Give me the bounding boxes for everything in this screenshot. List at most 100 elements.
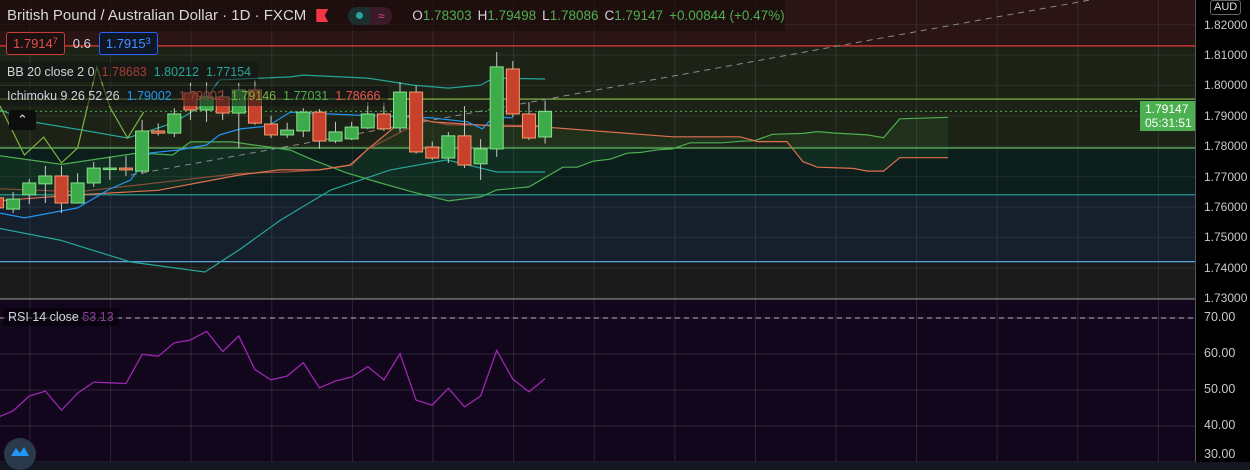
bb-basis-value: 1.78683 (101, 65, 147, 79)
candle-up (473, 148, 488, 165)
price-axis[interactable]: AUD 1.79147 05:31:51 1.82000 1.81000 1.8000… (1140, 0, 1250, 462)
ichimoku-base-value: 1.79002 (178, 89, 224, 103)
price-tick-label: 1.78000 (1204, 139, 1248, 154)
market-status-pill[interactable]: ≈ (348, 6, 393, 25)
price-zone (0, 194, 1195, 262)
candle-up (393, 91, 407, 129)
candle-up (167, 113, 182, 134)
candle-up (328, 131, 343, 142)
ichimoku-legend[interactable]: Ichimoku 9 26 52 26 1.79002 1.79002 1.79… (0, 86, 388, 106)
candle-down (409, 91, 424, 153)
rsi-tick-label: 70.00 (1204, 310, 1236, 324)
candle-up (135, 130, 150, 172)
bb-lower-line (0, 159, 546, 273)
high-label: H (477, 8, 488, 23)
symbol-title[interactable]: British Pound / Australian Dollar · 1D ·… (7, 7, 307, 24)
market-open-dot-icon (348, 6, 371, 25)
logo-icon (11, 447, 29, 456)
bb-name: BB 20 close 2 0 (7, 65, 95, 79)
rsi-line (0, 330, 546, 418)
rsi-value: 53.13 (82, 310, 114, 324)
candle-down (376, 113, 391, 130)
price-tick-label: 1.81000 (1204, 48, 1248, 62)
last-price: 1.79147 (1145, 102, 1189, 116)
rsi-name: RSI 14 close (8, 310, 79, 324)
price-tick-label: 1.79000 (1204, 108, 1248, 123)
price-zone (0, 261, 1195, 298)
close-label: C (604, 8, 615, 23)
lagging-line (0, 64, 145, 164)
candle-up (6, 198, 21, 210)
candle-up (441, 135, 456, 159)
candle-up (296, 111, 311, 132)
price-tick-label: 1.80000 (1204, 78, 1248, 93)
chevron-up-icon: ⌃ (17, 112, 28, 127)
sell-price: 1.7914 (13, 36, 53, 51)
rsi-tick-label: 60.00 (1204, 346, 1236, 360)
candle-up (489, 66, 504, 150)
candle-down (0, 197, 4, 209)
low-label: L (542, 8, 550, 23)
candle-up (22, 182, 37, 196)
rsi-tick-label: 50.00 (1204, 382, 1236, 396)
high-value: 1.79498 (487, 8, 537, 23)
buy-button[interactable]: 1.79153 (98, 32, 158, 55)
collapse-legend-button[interactable]: ⌃ (9, 110, 36, 130)
price-tick-label: 1.75000 (1204, 230, 1248, 245)
candle-up (70, 182, 85, 204)
open-value: 1.78303 (422, 8, 472, 23)
candle-up (360, 113, 375, 129)
ichimoku-span-a-value: 1.77031 (283, 89, 329, 103)
candle-down (425, 146, 440, 159)
close-value: 1.79147 (614, 8, 664, 23)
sell-button[interactable]: 1.79147 (6, 32, 65, 55)
flag-icon[interactable] (316, 9, 329, 22)
candle-down (312, 111, 327, 142)
low-value: 1.78086 (549, 8, 599, 23)
price-tick-label: 1.74000 (1204, 260, 1248, 275)
symbol-header: British Pound / Australian Dollar · 1D ·… (0, 0, 785, 31)
price-zone (0, 148, 1195, 195)
tenkan-line (0, 111, 513, 219)
ichimoku-span-b-value: 1.78666 (335, 89, 381, 103)
open-label: O (412, 8, 423, 23)
candle-down (118, 167, 133, 171)
buy-price-pip: 3 (145, 36, 151, 46)
bb-upper-value: 1.80212 (153, 65, 199, 79)
ichimoku-lagging-value: 1.79146 (230, 89, 277, 103)
ichimoku-conversion-value: 1.79002 (126, 89, 172, 103)
rsi-pane-background (0, 300, 1195, 462)
candle-down (505, 68, 520, 115)
candle-up (38, 175, 53, 185)
trade-panel: 1.79147 0.6 1.79153 (6, 32, 158, 55)
bar-countdown: 05:31:51 (1145, 116, 1192, 130)
price-tick-label: 1.76000 (1204, 199, 1248, 214)
spread-value: 0.6 (72, 36, 91, 51)
tradingview-logo[interactable] (4, 438, 36, 470)
candle-up (86, 167, 101, 184)
candle-down (54, 175, 69, 204)
sell-price-pip: 7 (52, 36, 58, 46)
change-value: +0.00844 (+0.47%) (669, 8, 785, 23)
bb-upper-line (0, 74, 546, 139)
span-a-line (0, 116, 949, 202)
candle-down (151, 130, 166, 134)
bb-legend[interactable]: BB 20 close 2 0 1.78683 1.80212 1.77154 (0, 62, 259, 82)
buy-price: 1.7915 (105, 36, 146, 51)
currency-button[interactable]: AUD (1210, 0, 1242, 15)
rsi-legend[interactable]: RSI 14 close 53.13 (3, 308, 119, 326)
candle-up (102, 167, 117, 171)
bb-lower-value: 1.77154 (205, 65, 252, 79)
candle-down (521, 113, 536, 139)
trend-line (130, 0, 1091, 176)
candle-down (264, 123, 279, 136)
candle-up (280, 129, 295, 136)
last-price-tag: 1.79147 05:31:51 (1140, 101, 1195, 131)
rsi-tick-label: 40.00 (1204, 418, 1236, 432)
rsi-tick-label: 30.00 (1204, 447, 1236, 461)
price-tick-label: 1.73000 (1204, 291, 1248, 306)
candle-down (457, 135, 472, 166)
candle-up (344, 126, 359, 140)
ichimoku-name: Ichimoku 9 26 52 26 (7, 89, 120, 103)
